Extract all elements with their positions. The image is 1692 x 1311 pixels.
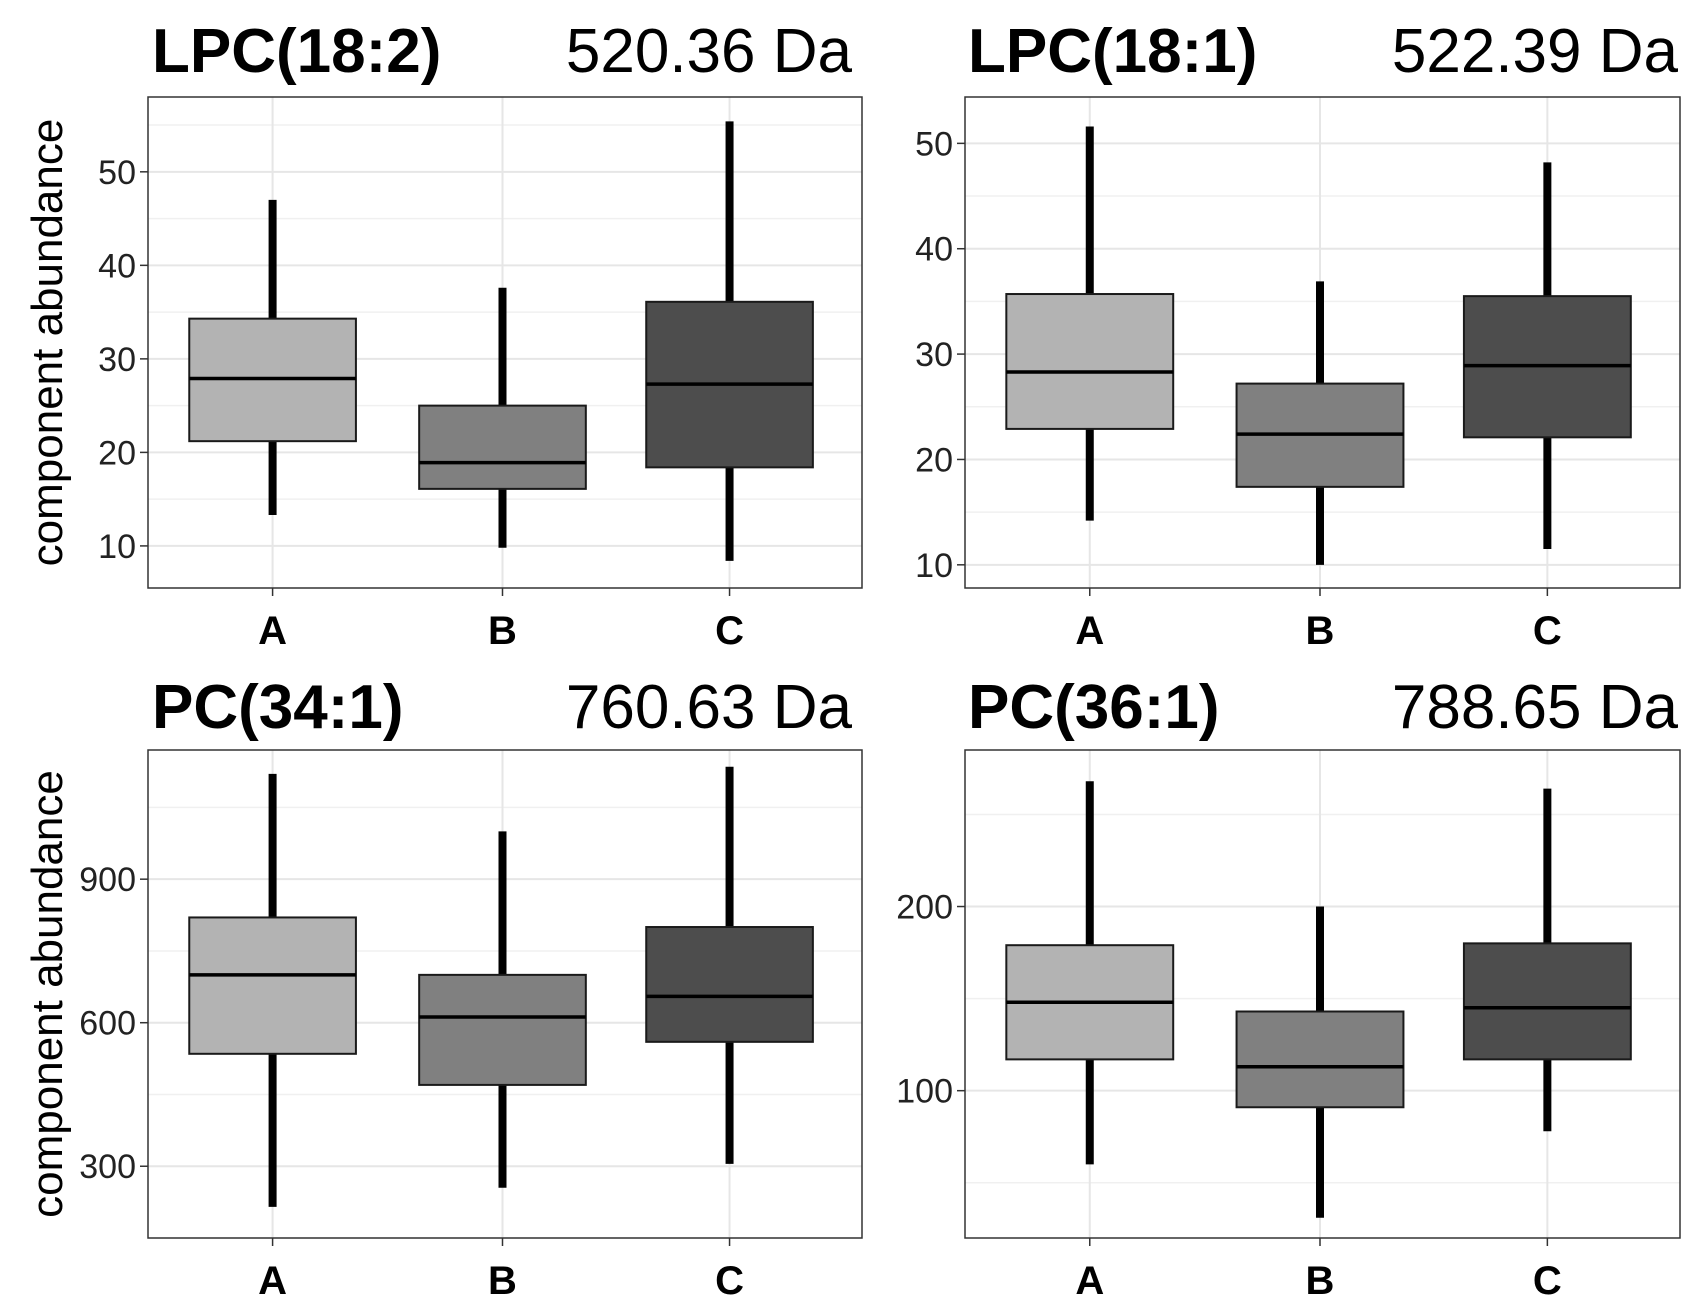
y-tick-label: 50 <box>915 125 953 163</box>
box-B <box>418 831 587 1188</box>
box-A <box>1005 126 1175 521</box>
box-body <box>1005 293 1175 430</box>
panel-bottom-left: 300 600 900 A B C PC(34:1) 760.63 Da component a… <box>23 673 863 1303</box>
x-tick-label: A <box>258 1259 287 1303</box>
y-tick-label: 20 <box>915 441 953 479</box>
y-tick-label: 10 <box>98 528 136 566</box>
box-body <box>645 926 814 1043</box>
y-tick-label: 100 <box>896 1073 953 1111</box>
plot-border <box>964 749 1681 1239</box>
y-tick-label: 600 <box>79 1005 136 1043</box>
x-tick-label: B <box>488 1259 517 1303</box>
y-tick-label: 900 <box>79 861 136 899</box>
x-tick-label: B <box>1306 1259 1335 1303</box>
box-A <box>1005 781 1175 1165</box>
y-tick-label: 40 <box>98 247 136 285</box>
y-tick-label: 40 <box>915 231 953 269</box>
box-C <box>1462 788 1632 1132</box>
box-A <box>188 199 357 516</box>
box-A <box>188 773 357 1207</box>
box-C <box>1462 162 1632 550</box>
panel-mass-label: 760.63 Da <box>566 673 853 742</box>
panel-mass-label: 520.36 Da <box>566 17 853 86</box>
box-body <box>188 916 357 1055</box>
y-tick-label: 30 <box>915 336 953 374</box>
x-tick-label: A <box>1075 609 1104 653</box>
x-tick-label: B <box>1306 609 1335 653</box>
y-axis-label: component abundance <box>23 770 72 1218</box>
panel-title: PC(36:1) <box>968 673 1220 742</box>
box-body <box>418 404 587 490</box>
y-tick-label: 50 <box>98 154 136 192</box>
plot-border <box>147 749 863 1239</box>
x-tick-label: C <box>715 1259 744 1303</box>
panel-title: LPC(18:2) <box>152 17 441 86</box>
box-C <box>645 121 814 561</box>
x-tick-label: C <box>1533 1259 1562 1303</box>
y-tick-label: 30 <box>98 341 136 379</box>
box-body <box>418 973 587 1086</box>
panel-title: LPC(18:1) <box>968 17 1257 86</box>
y-tick-label: 200 <box>896 889 953 927</box>
panel-top-right: 10 20 30 40 50 A B C LPC(18:1) 522.39 Da <box>915 17 1681 653</box>
y-tick-label: 20 <box>98 434 136 472</box>
panel-title: PC(34:1) <box>152 673 404 742</box>
x-tick-label: C <box>715 609 744 653</box>
plot-border <box>147 96 863 589</box>
x-tick-label: C <box>1533 609 1562 653</box>
y-tick-label: 300 <box>79 1148 136 1186</box>
plot-border <box>964 96 1681 589</box>
box-B <box>1235 906 1405 1218</box>
panel-bottom-right: 100 200 A B C PC(36:1) 788.65 Da <box>896 673 1681 1303</box>
box-body <box>1235 1010 1405 1109</box>
panel-mass-label: 788.65 Da <box>1392 673 1679 742</box>
box-body <box>1462 942 1632 1061</box>
box-C <box>645 766 814 1164</box>
box-B <box>418 287 587 548</box>
box-B <box>1235 281 1405 565</box>
x-tick-label: B <box>488 609 517 653</box>
panel-top-left: 10 20 30 40 50 A B C LPC(18:2) 520.36 Da component… <box>23 17 863 653</box>
x-tick-label: A <box>1075 1259 1104 1303</box>
panel-mass-label: 522.39 Da <box>1392 17 1679 86</box>
x-tick-label: A <box>258 609 287 653</box>
y-tick-label: 10 <box>915 547 953 585</box>
y-axis-label: component abundance <box>23 119 72 567</box>
